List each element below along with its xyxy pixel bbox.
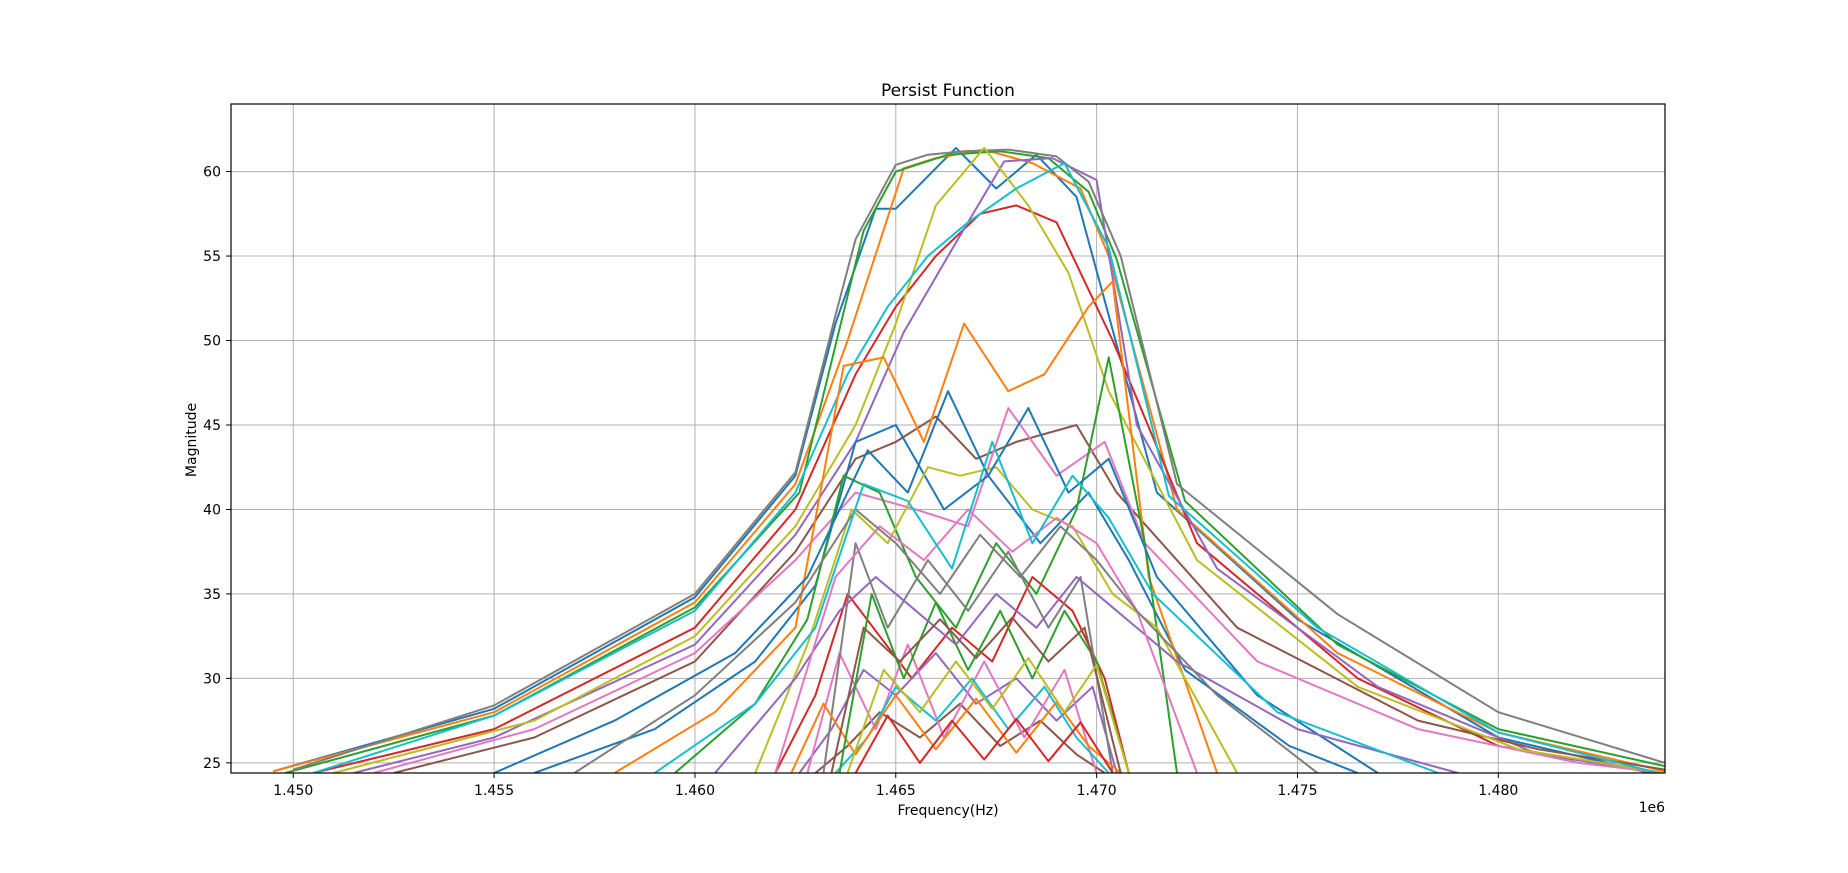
series-line-5 xyxy=(353,157,1665,773)
y-tick-label: 55 xyxy=(203,249,221,265)
plot-frame xyxy=(230,103,1666,774)
series-line-13 xyxy=(674,356,1178,773)
series-line-14 xyxy=(774,576,1130,773)
series-line-25 xyxy=(714,576,1459,773)
series-lines xyxy=(272,146,1665,773)
series-line-1 xyxy=(272,146,1655,773)
y-tick-label: 40 xyxy=(203,502,221,518)
series-line-9 xyxy=(333,146,1665,773)
series-line-23 xyxy=(838,592,1130,773)
x-tick-label: 1.465 xyxy=(876,783,916,799)
series-line-21 xyxy=(493,390,1379,773)
series-line-24 xyxy=(854,714,1114,773)
y-tick-label: 35 xyxy=(203,587,221,603)
series-line-29 xyxy=(846,657,1130,773)
series-line-6 xyxy=(393,415,1665,773)
series-line-12 xyxy=(614,280,1219,773)
y-tick-label: 25 xyxy=(203,756,221,772)
y-tick-label: 30 xyxy=(203,671,221,687)
x-tick-label: 1.455 xyxy=(474,783,514,799)
series-line-18 xyxy=(822,542,1114,773)
series-line-10 xyxy=(312,162,1663,773)
series-line-27 xyxy=(774,508,1198,773)
series-line-30 xyxy=(654,440,1439,773)
x-tick-label: 1.475 xyxy=(1277,783,1317,799)
y-axis-label: Magnitude xyxy=(184,403,200,477)
x-tick-label: 1.460 xyxy=(675,783,715,799)
y-axis-ticks: 25 30 35 40 45 50 55 60 xyxy=(203,165,231,772)
chart-title: Persist Function xyxy=(881,81,1015,101)
x-tick-label: 1.450 xyxy=(273,783,313,799)
series-line-26 xyxy=(830,616,1122,773)
x-axis-ticks: 1.450 1.455 1.460 1.465 1.470 1.475 1.480 xyxy=(273,773,1518,799)
x-tick-label: 1.480 xyxy=(1478,783,1518,799)
x-tick-label: 1.470 xyxy=(1077,783,1117,799)
plot-area-background xyxy=(231,104,1665,773)
x-axis-label: Frequency(Hz) xyxy=(897,803,998,819)
series-line-28 xyxy=(573,508,1319,773)
y-tick-label: 60 xyxy=(203,165,221,181)
y-tick-label: 45 xyxy=(203,418,221,434)
grid-lines xyxy=(231,104,1665,773)
series-line-7 xyxy=(373,407,1665,773)
series-line-19 xyxy=(754,466,1239,773)
y-tick-label: 50 xyxy=(203,334,221,350)
series-line-8 xyxy=(292,148,1665,771)
series-line-20 xyxy=(834,677,1110,773)
x-axis-offset-label: 1e6 xyxy=(1639,800,1666,816)
